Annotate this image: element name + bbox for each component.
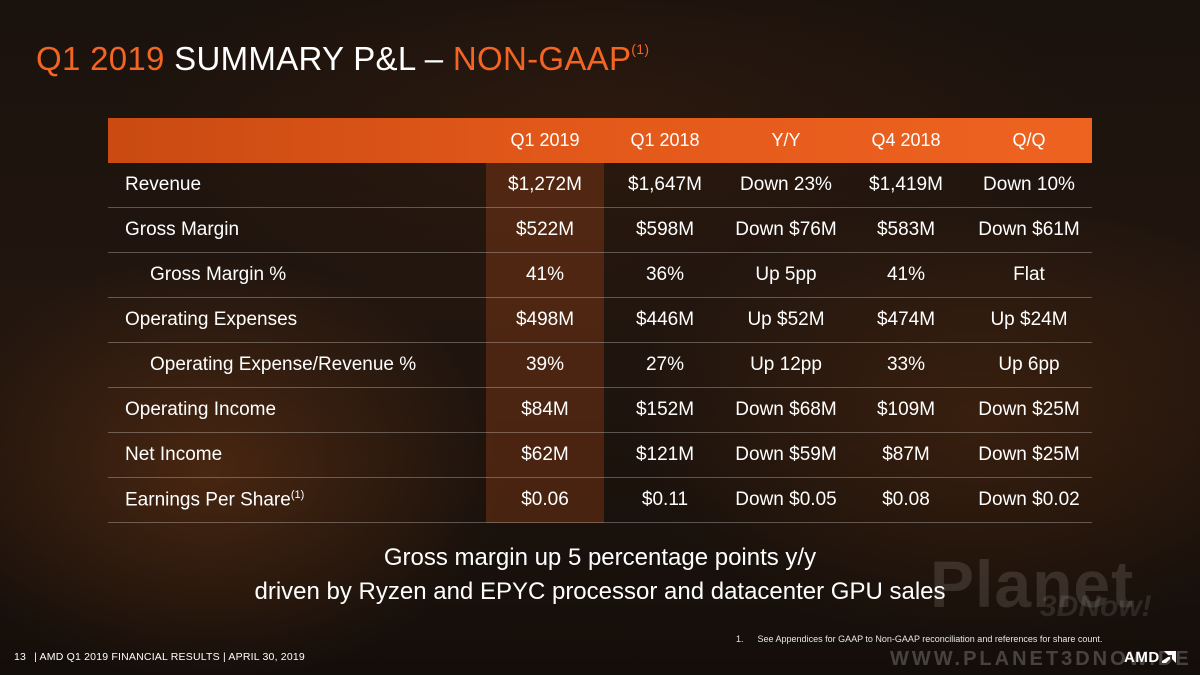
cell-q1-2019: $498M <box>515 309 575 330</box>
cell-yy: Down $76M <box>735 219 837 240</box>
table-row: Operating Expense/Revenue % 39% 27% Up 12pp… <box>108 343 1092 388</box>
cell-q1-2019: $0.06 <box>521 489 569 510</box>
cell-q4-2018: $87M <box>882 444 930 465</box>
cell-q1-2018: $1,647M <box>628 174 702 195</box>
row-label-text: Operating Expenses <box>125 309 298 330</box>
row-label: Gross Margin % <box>108 264 486 286</box>
cell-q4-2018: $474M <box>876 309 936 330</box>
cell-q1-2019: 39% <box>525 354 565 375</box>
cell-q1-2018: 36% <box>645 264 685 285</box>
title-main: SUMMARY P&L – <box>164 40 453 77</box>
cell-q4-2018: $1,419M <box>869 174 943 195</box>
cell-yy: Up 5pp <box>755 264 817 285</box>
amd-logo-text: AMD <box>1124 649 1160 666</box>
row-label: Operating Expenses <box>108 309 486 331</box>
cell-qq: Down $25M <box>978 399 1080 420</box>
cell-q1-2018: $0.11 <box>641 489 689 510</box>
header-cell-q1-2018: Q1 2018 <box>630 130 700 150</box>
cell-q1-2019: $62M <box>521 444 569 465</box>
row-label: Gross Margin <box>108 219 486 241</box>
row-label-text: Earnings Per Share <box>125 489 291 511</box>
cell-yy: Down $0.05 <box>735 489 837 510</box>
header-cell-qq: Q/Q <box>1012 130 1046 150</box>
watermark-url: WWW.PLANET3DNOW.DE <box>890 648 1192 670</box>
table-body: Revenue $1,272M $1,647M Down 23% $1,419M Down… <box>108 163 1092 523</box>
summary-line-1: Gross margin up 5 percentage points y/y <box>383 544 817 571</box>
summary-line-2: driven by Ryzen and EPYC processor and d… <box>254 578 946 605</box>
row-label-text: Revenue <box>125 174 202 195</box>
table-row: Gross Margin $522M $598M Down $76M $583M Down… <box>108 208 1092 253</box>
cell-qq: Up 6pp <box>998 354 1060 375</box>
page-number: 13 <box>14 651 27 663</box>
cell-yy: Up 12pp <box>750 354 822 375</box>
cell-q1-2019: $84M <box>521 399 569 420</box>
cell-q1-2018: $446M <box>635 309 695 330</box>
table-row: Revenue $1,272M $1,647M Down 23% $1,419M Down… <box>108 163 1092 208</box>
cell-yy: Down $59M <box>735 444 837 465</box>
title-quarter: Q1 2019 <box>36 40 165 77</box>
title-footnote-ref: (1) <box>631 41 650 57</box>
cell-q1-2018: 27% <box>645 354 685 375</box>
footnote: 1. See Appendices for GAAP to Non-GAAP re… <box>736 634 1102 644</box>
cell-q1-2018: $598M <box>635 219 695 240</box>
table-row: Operating Income $84M $152M Down $68M $109M D… <box>108 388 1092 433</box>
row-label-text: Gross Margin % <box>150 264 287 285</box>
cell-q4-2018: 33% <box>886 354 926 375</box>
header-cell-q4-2018: Q4 2018 <box>871 130 941 150</box>
cell-yy: Up $52M <box>747 309 825 330</box>
footnote-text: See Appendices for GAAP to Non-GAAP reco… <box>757 634 1103 644</box>
watermark-tagline: 3DNow! <box>1040 590 1152 623</box>
current-quarter-column-highlight <box>486 163 604 523</box>
table-header-row: Q1 2019 Q1 2018 Y/Y Q4 2018 Q/Q <box>108 118 1092 163</box>
cell-yy: Down 23% <box>740 174 832 195</box>
slide-footer: 13 | AMD Q1 2019 FINANCIAL RESULTS | APRI… <box>14 651 305 663</box>
row-label: Operating Expense/Revenue % <box>108 354 486 376</box>
cell-q4-2018: $109M <box>876 399 936 420</box>
row-label: Net Income <box>108 444 486 466</box>
cell-qq: Down $61M <box>978 219 1080 240</box>
amd-logo: AMD <box>1124 649 1176 666</box>
table-row: Earnings Per Share(1) $0.06 $0.11 Down $0.0… <box>108 478 1092 523</box>
row-label-text: Operating Expense/Revenue % <box>150 354 417 375</box>
row-footnote-ref: (1) <box>290 488 305 501</box>
cell-qq: Down $0.02 <box>978 489 1080 510</box>
row-label-text: Operating Income <box>125 399 277 420</box>
table-row: Operating Expenses $498M $446M Up $52M $474M… <box>108 298 1092 343</box>
cell-q1-2018: $152M <box>635 399 695 420</box>
slide-title: Q1 2019 SUMMARY P&L – NON-GAAP(1) <box>36 40 649 78</box>
watermark-brand: Planet <box>930 547 1135 621</box>
cell-q4-2018: $0.08 <box>882 489 930 510</box>
row-label-text: Gross Margin <box>125 219 240 240</box>
cell-qq: Down 10% <box>983 174 1075 195</box>
row-label-text: Net Income <box>125 444 223 465</box>
cell-q1-2019: $522M <box>515 219 575 240</box>
header-cell-yy: Y/Y <box>771 130 801 150</box>
cell-qq: Flat <box>1013 264 1045 285</box>
summary-pl-table: Q1 2019 Q1 2018 Y/Y Q4 2018 Q/Q Revenue $… <box>108 118 1092 523</box>
cell-qq: Down $25M <box>978 444 1080 465</box>
row-label: Earnings Per Share(1) <box>108 489 486 511</box>
table-row: Gross Margin % 41% 36% Up 5pp 41% Flat <box>108 253 1092 298</box>
title-non-gaap: NON-GAAP <box>452 40 632 77</box>
amd-arrow-icon <box>1161 650 1176 663</box>
cell-q1-2019: $1,272M <box>508 174 582 195</box>
footer-text: | AMD Q1 2019 FINANCIAL RESULTS | APRIL … <box>34 651 305 663</box>
row-label: Revenue <box>108 174 486 196</box>
cell-yy: Down $68M <box>735 399 837 420</box>
footnote-number: 1. <box>736 634 744 644</box>
cell-q4-2018: 41% <box>886 264 926 285</box>
cell-q1-2019: 41% <box>525 264 565 285</box>
table-row: Net Income $62M $121M Down $59M $87M Down $25… <box>108 433 1092 478</box>
row-label: Operating Income <box>108 399 486 421</box>
cell-q4-2018: $583M <box>876 219 936 240</box>
cell-q1-2018: $121M <box>635 444 695 465</box>
cell-qq: Up $24M <box>990 309 1068 330</box>
header-cell-q1-2019: Q1 2019 <box>510 130 580 150</box>
